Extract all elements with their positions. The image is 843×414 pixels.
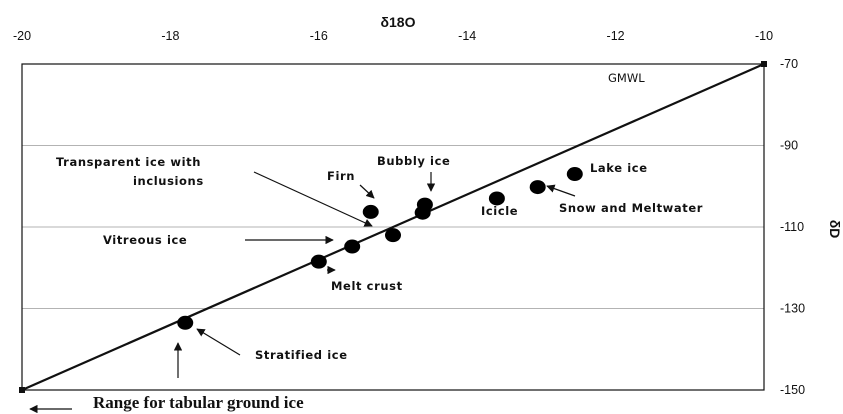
x-tick-label: -14: [458, 29, 476, 43]
gmwl-end-marker: [19, 387, 25, 393]
label-snow-meltwater: Snow and Meltwater: [559, 201, 703, 215]
label-range-tabular-ice: Range for tabular ground ice: [93, 393, 304, 412]
arrow-firn: [359, 184, 375, 199]
y-axis-title: δD: [827, 220, 843, 239]
label-stratified-ice: Stratified ice: [255, 348, 348, 362]
gmwl-label: GMWL: [608, 71, 645, 85]
x-tick-label: -16: [310, 29, 328, 43]
data-series: [19, 61, 767, 393]
data-point-6: [416, 197, 433, 212]
data-point-8: [529, 180, 546, 195]
gmwl-end-marker: [761, 61, 767, 67]
x-axis-title: δ18O: [381, 14, 416, 30]
arrow-snow-meltwater: [546, 184, 576, 197]
x-tick-label: -20: [13, 29, 31, 43]
label-transparent-ice-line2: inclusions: [133, 174, 204, 188]
y-tick-label: -110: [780, 220, 804, 234]
arrow-transparent-ice: [253, 171, 373, 227]
data-point-0: [177, 315, 194, 330]
y-tick-label: -70: [780, 57, 798, 71]
arrow-stratified-ice: [196, 328, 241, 356]
data-point-9: [566, 167, 583, 182]
label-vitreous-ice: Vitreous ice: [103, 233, 187, 247]
label-lake-ice: Lake ice: [590, 161, 648, 175]
x-tick-label: -10: [755, 29, 773, 43]
data-point-4: [362, 204, 379, 219]
label-transparent-ice-line1: Transparent ice with: [56, 155, 201, 169]
label-firn: Firn: [327, 169, 355, 183]
gmwl-line: [21, 62, 765, 392]
y-tick-labels: -70 -90 -110 -130 -150: [780, 57, 805, 397]
x-tick-label: -12: [607, 29, 625, 43]
label-icicle: Icicle: [481, 204, 518, 218]
data-point-2: [344, 239, 361, 254]
plot-frame: [21, 63, 765, 391]
x-tick-label: -18: [161, 29, 179, 43]
annotation-arrows: [29, 171, 576, 414]
label-bubbly-ice: Bubbly ice: [377, 154, 450, 168]
data-point-1: [310, 254, 327, 269]
y-tick-label: -90: [780, 139, 798, 153]
data-point-7: [488, 191, 505, 206]
x-tick-labels: -20 -18 -16 -14 -12 -10: [13, 29, 773, 43]
y-tick-label: -130: [780, 302, 805, 316]
label-melt-crust: Melt crust: [331, 279, 403, 293]
data-point-3: [385, 228, 401, 243]
y-tick-label: -150: [780, 383, 805, 397]
